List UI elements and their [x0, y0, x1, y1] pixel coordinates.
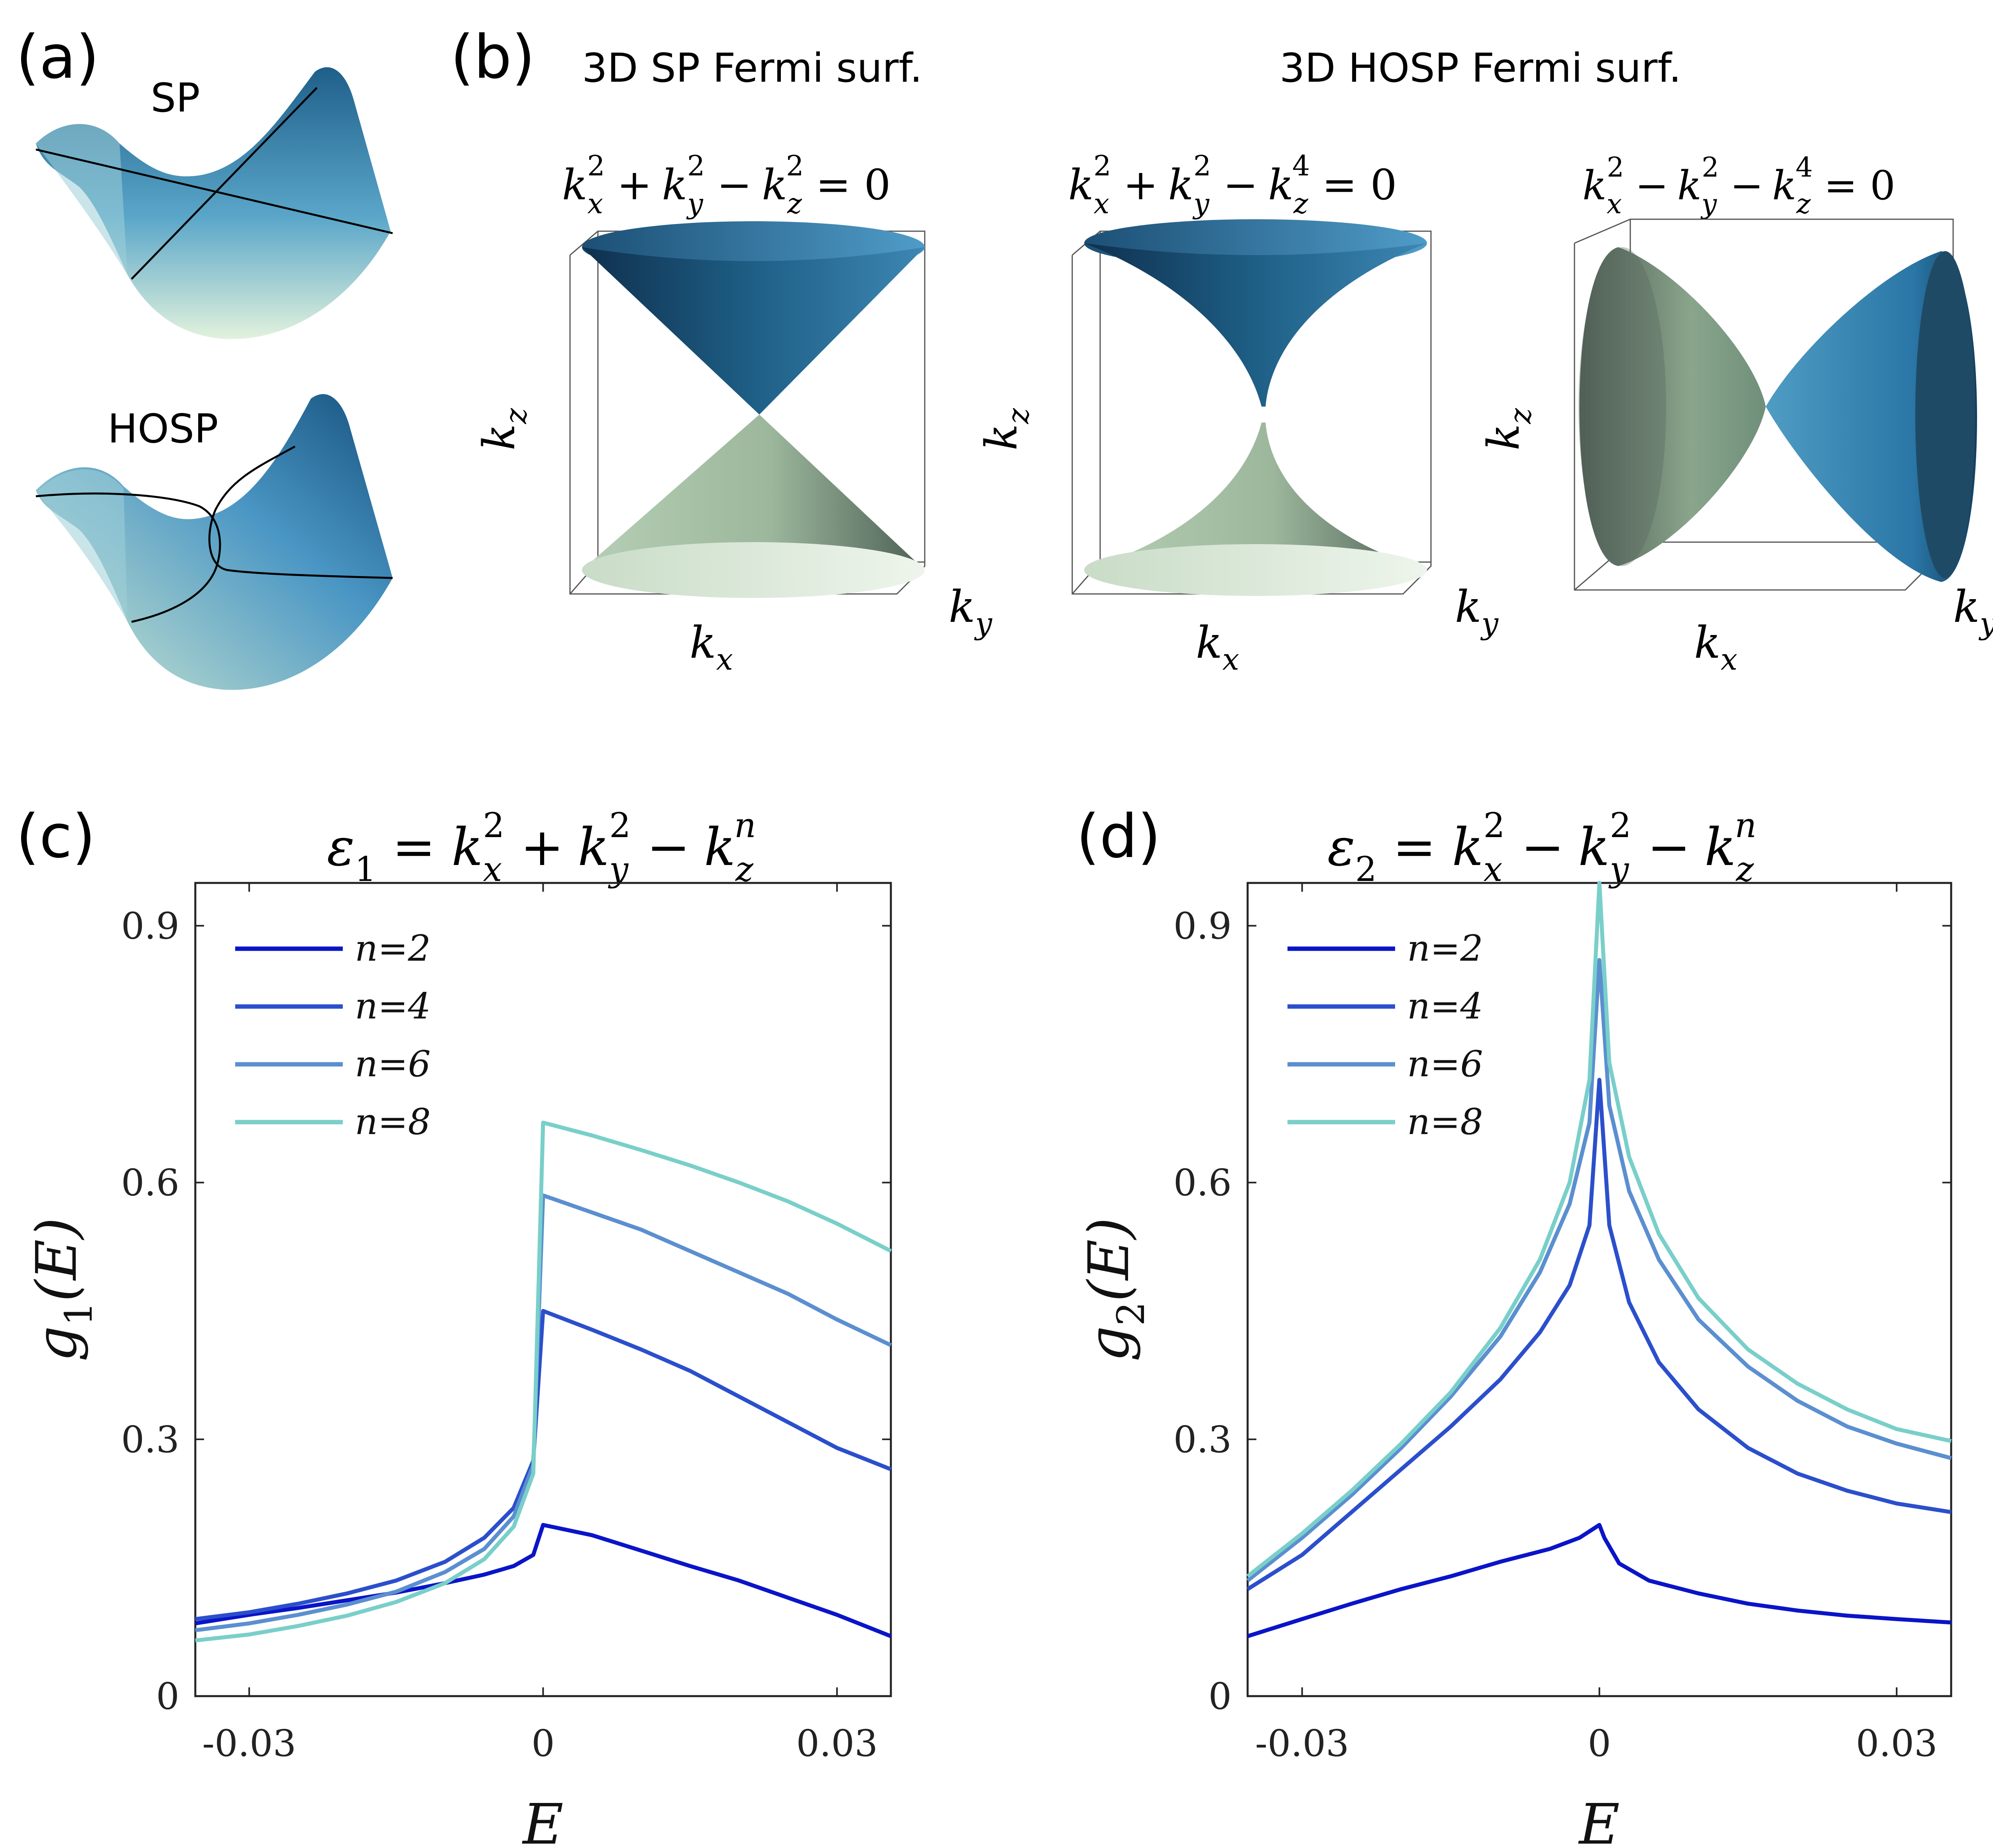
- sp-crossing-line-2: [131, 87, 318, 280]
- chart-c-legend-label: n=6: [355, 1043, 431, 1085]
- chart-d-legend-label: n=4: [1407, 985, 1483, 1027]
- chart-c-series-n=6: [195, 1193, 892, 1632]
- hosp-crossing-line-1: [35, 492, 221, 623]
- panel-a-label: (a): [16, 23, 99, 92]
- chart-c: (c) ε1 = kx2 + ky2− kzn -0.03 0 0.03 0 0.3 0.6 0.9 Eg1…: [16, 802, 892, 1848]
- cell-sp-equation: kx2 + ky2− kz2 = 0: [562, 149, 891, 220]
- fermi-cell-sp: kx2 + ky2− kz2 = 0 kz kx ky: [474, 149, 993, 677]
- cell-hosp2-equation: kx2− ky2− kz4 = 0: [1582, 152, 1895, 220]
- chart-c-ytick-label: 0.3: [121, 1418, 179, 1461]
- chart-c-xlabel: E: [521, 1792, 563, 1848]
- cell-hosp1-equation: kx2 + ky2− kz4 = 0: [1068, 149, 1397, 220]
- chart-d-xlabel: E: [1578, 1792, 1620, 1848]
- cell-hosp1-axis-z: kz: [976, 408, 1036, 450]
- cell-hosp1-axis-x: kx: [1196, 617, 1239, 677]
- cell-sp-axis-y: ky: [949, 581, 993, 641]
- chart-c-xtick-label: -0.03: [202, 1722, 296, 1765]
- chart-d: (d) ε2 = kx2− ky2− kzn -0.03 0 0.03 0 0.3 0.6 0.9 Eg2…: [1076, 802, 1952, 1848]
- cell-sp-axis-z: kz: [474, 408, 533, 450]
- panel-a: (a) SP HOSP: [16, 23, 393, 690]
- chart-d-ytick-label: 0: [1208, 1675, 1232, 1718]
- chart-d-legend-label: n=8: [1407, 1101, 1483, 1143]
- chart-d-series-n=2: [1247, 1523, 1952, 1638]
- chart-c-ytick-label: 0.9: [121, 904, 179, 947]
- chart-c-xtick-label: 0.03: [796, 1722, 878, 1765]
- sp-saddle-surface: [35, 67, 393, 339]
- panel-a-sp-caption: SP: [151, 75, 200, 121]
- panel-d-label: (d): [1076, 802, 1161, 871]
- cell-hosp2-axis-y: ky: [1953, 581, 1993, 641]
- chart-c-ylabel: g1(E): [24, 1217, 101, 1362]
- chart-c-title: ε1 = kx2 + ky2− kzn: [327, 806, 756, 889]
- panel-b-hosp-header: 3D HOSP Fermi surf.: [1280, 45, 1681, 91]
- chart-c-series-n=8: [195, 1121, 892, 1643]
- sp-crossing-line-1: [35, 148, 393, 234]
- chart-d-xtick-label: -0.03: [1255, 1722, 1349, 1765]
- chart-d-xtick-label: 0: [1588, 1722, 1611, 1765]
- chart-d-series-n=6: [1246, 958, 1952, 1583]
- chart-d-ytick-label: 0.6: [1173, 1162, 1232, 1204]
- chart-d-xtick-label: 0.03: [1856, 1722, 1938, 1765]
- fermi-cell-hosp-1: kx2 + ky2− kz4 = 0 kz kx ky: [976, 149, 1499, 677]
- chart-c-series-n=4: [195, 1309, 892, 1621]
- chart-d-title: ε2 = kx2− ky2− kzn: [1327, 806, 1757, 889]
- panel-b-sp-header: 3D SP Fermi surf.: [582, 45, 922, 91]
- chart-c-legend-label: n=4: [355, 985, 431, 1027]
- chart-c-ytick-label: 0.6: [121, 1162, 179, 1204]
- cell-hosp2-axis-z: kz: [1478, 408, 1538, 450]
- chart-c-series-n=2: [195, 1523, 892, 1638]
- panel-a-hosp-caption: HOSP: [108, 405, 218, 452]
- chart-d-series-n=8: [1246, 881, 1952, 1578]
- panel-b-label: (b): [450, 23, 535, 92]
- fermi-cell-hosp-2: kx2−ky2−kz4= 0 kz kx ky: [1478, 152, 1993, 677]
- chart-d-series-n=4: [1246, 1077, 1952, 1591]
- panel-b: (b) 3D SP Fermi surf. 3D HOSP Fermi surf…: [450, 23, 1993, 677]
- chart-c-ytick-label: 0: [156, 1675, 179, 1718]
- panel-c-label: (c): [16, 802, 96, 871]
- hosp-saddle-surface: [35, 394, 393, 690]
- chart-d-ylabel: g2(E): [1077, 1217, 1153, 1362]
- chart-d-legend-label: n=2: [1407, 928, 1483, 969]
- chart-c-legend-label: n=2: [355, 928, 431, 969]
- hosp-crossing-line-2: [208, 445, 393, 579]
- cell-sp-axis-x: kx: [690, 617, 733, 677]
- chart-c-legend-label: n=8: [355, 1101, 431, 1143]
- chart-c-xtick-label: 0: [531, 1722, 555, 1765]
- chart-d-ytick-label: 0.3: [1173, 1418, 1232, 1461]
- cell-hosp2-axis-x: kx: [1694, 617, 1737, 677]
- chart-d-legend-label: n=6: [1407, 1043, 1483, 1085]
- chart-d-ytick-label: 0.9: [1173, 904, 1232, 947]
- cell-hosp1-axis-y: ky: [1455, 581, 1499, 641]
